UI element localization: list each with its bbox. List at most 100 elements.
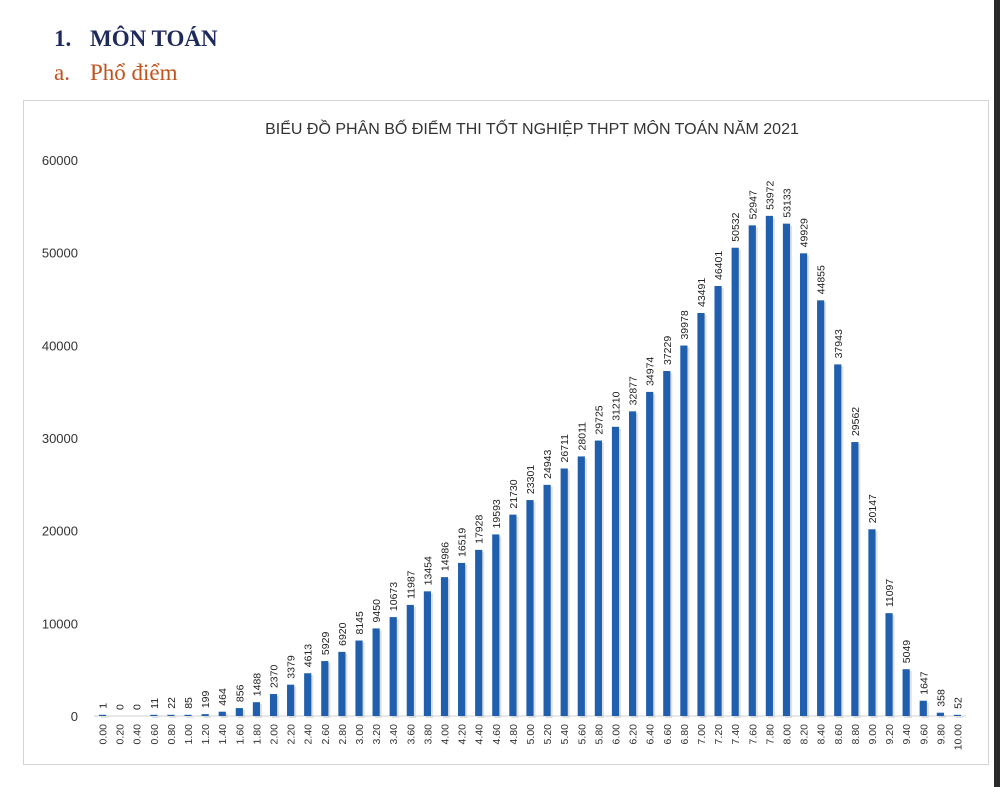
bar-shadow bbox=[203, 716, 211, 718]
bar-value-label: 31210 bbox=[610, 391, 622, 420]
bar-value-label: 5049 bbox=[901, 640, 913, 664]
x-tick-label: 2.60 bbox=[320, 724, 332, 745]
x-tick-label: 7.80 bbox=[764, 724, 776, 745]
x-tick-label: 7.40 bbox=[730, 724, 742, 745]
subsection-title: Phổ điểm bbox=[90, 60, 178, 85]
x-tick-label: 1.80 bbox=[251, 724, 263, 745]
bar-value-label: 0 bbox=[115, 704, 127, 710]
x-tick-label: 4.00 bbox=[440, 724, 452, 745]
x-tick-label: 3.20 bbox=[371, 724, 383, 745]
bar-value-label: 17928 bbox=[474, 515, 486, 544]
bar bbox=[440, 577, 449, 716]
bar bbox=[834, 364, 842, 716]
bar-value-label: 50532 bbox=[730, 212, 742, 241]
x-tick-label: 3.60 bbox=[405, 724, 417, 745]
bar bbox=[287, 684, 295, 716]
x-tick-label: 6.60 bbox=[662, 724, 674, 745]
bar-value-label: 16519 bbox=[457, 528, 469, 557]
bar-value-label: 39978 bbox=[679, 310, 691, 339]
bar bbox=[543, 484, 551, 716]
x-tick-label: 5.80 bbox=[593, 724, 605, 745]
bar bbox=[748, 225, 756, 717]
x-tick-label: 9.20 bbox=[884, 724, 896, 745]
x-tick-label: 5.40 bbox=[559, 724, 571, 745]
x-tick-label: 5.60 bbox=[576, 724, 588, 745]
bar bbox=[269, 694, 278, 716]
bar-value-label: 53972 bbox=[764, 181, 776, 210]
x-tick-label: 2.40 bbox=[303, 724, 315, 745]
bar-value-label: 32877 bbox=[628, 376, 640, 405]
bar bbox=[611, 426, 620, 716]
x-tick-label: 1.40 bbox=[217, 724, 229, 745]
x-tick-label: 8.80 bbox=[850, 724, 862, 745]
bar bbox=[475, 549, 483, 716]
bar-value-label: 4613 bbox=[303, 644, 315, 668]
bar bbox=[731, 247, 739, 716]
bar bbox=[799, 253, 808, 717]
bar-value-label: 199 bbox=[200, 690, 212, 708]
bar bbox=[372, 628, 380, 716]
x-tick-label: 6.00 bbox=[610, 724, 622, 745]
bar bbox=[98, 714, 107, 716]
bar-value-label: 358 bbox=[935, 689, 947, 707]
x-tick-label: 9.80 bbox=[935, 724, 947, 745]
x-tick-label: 1.20 bbox=[200, 724, 212, 745]
y-tick-label: 60000 bbox=[42, 153, 78, 168]
bar bbox=[355, 640, 363, 716]
bar bbox=[201, 714, 209, 716]
x-tick-label: 8.00 bbox=[781, 724, 793, 745]
bar-value-label: 21730 bbox=[508, 479, 520, 508]
x-tick-label: 0.80 bbox=[166, 724, 178, 745]
bar-value-label: 0 bbox=[132, 704, 144, 710]
bar bbox=[560, 468, 568, 716]
score-distribution-chart: BIỂU ĐỒ PHÂN BỐ ĐIỂM THI TỐT NGHIỆP THPT… bbox=[42, 118, 966, 750]
bar-shadow bbox=[955, 716, 964, 718]
bar bbox=[782, 223, 791, 716]
subsection-heading: a. Phổ điểm bbox=[54, 60, 178, 86]
bar-value-label: 23301 bbox=[525, 465, 537, 494]
x-tick-label: 8.60 bbox=[833, 724, 845, 745]
bar-shadow bbox=[152, 716, 160, 718]
bar bbox=[765, 215, 773, 716]
x-tick-label: 6.40 bbox=[645, 724, 657, 745]
x-tick-label: 3.80 bbox=[422, 724, 434, 745]
bar-value-label: 26711 bbox=[559, 434, 571, 463]
bar bbox=[304, 673, 312, 716]
bar-value-label: 8145 bbox=[354, 611, 366, 635]
bar-value-label: 5929 bbox=[320, 632, 332, 656]
x-tick-label: 7.20 bbox=[713, 724, 725, 745]
x-tick-label: 7.00 bbox=[696, 724, 708, 745]
bar-value-label: 34974 bbox=[645, 357, 657, 386]
bar-value-label: 856 bbox=[234, 684, 246, 702]
bar-value-label: 52 bbox=[952, 697, 964, 709]
y-tick-label: 50000 bbox=[42, 246, 78, 261]
bar-value-label: 464 bbox=[217, 688, 229, 706]
x-tick-label: 1.60 bbox=[234, 724, 246, 745]
bar-shadow bbox=[186, 716, 194, 718]
x-tick-label: 2.80 bbox=[337, 724, 349, 745]
bar-value-label: 6920 bbox=[337, 622, 349, 646]
x-tick-label: 5.00 bbox=[525, 724, 537, 745]
bar bbox=[167, 714, 175, 716]
bar bbox=[338, 651, 346, 716]
bar bbox=[526, 500, 534, 716]
bar-value-label: 11097 bbox=[884, 579, 896, 608]
bar-value-label: 22 bbox=[166, 697, 178, 709]
bar bbox=[885, 613, 893, 716]
x-tick-label: 0.00 bbox=[98, 724, 110, 745]
y-tick-label: 30000 bbox=[42, 431, 78, 446]
bar bbox=[868, 529, 876, 716]
bar-value-label: 10673 bbox=[388, 582, 400, 611]
bar bbox=[851, 442, 859, 716]
chart-title: BIỂU ĐỒ PHÂN BỐ ĐIỂM THI TỐT NGHIỆP THPT… bbox=[265, 118, 799, 138]
bar bbox=[150, 714, 158, 716]
bar bbox=[680, 345, 688, 716]
x-tick-label: 6.80 bbox=[679, 724, 691, 745]
x-tick-label: 9.00 bbox=[867, 724, 879, 745]
bar bbox=[492, 534, 500, 716]
bar bbox=[697, 312, 705, 716]
bar-value-label: 85 bbox=[183, 697, 195, 709]
bar bbox=[594, 440, 602, 716]
x-tick-label: 0.20 bbox=[115, 724, 127, 745]
bar-value-label: 46401 bbox=[713, 251, 725, 280]
